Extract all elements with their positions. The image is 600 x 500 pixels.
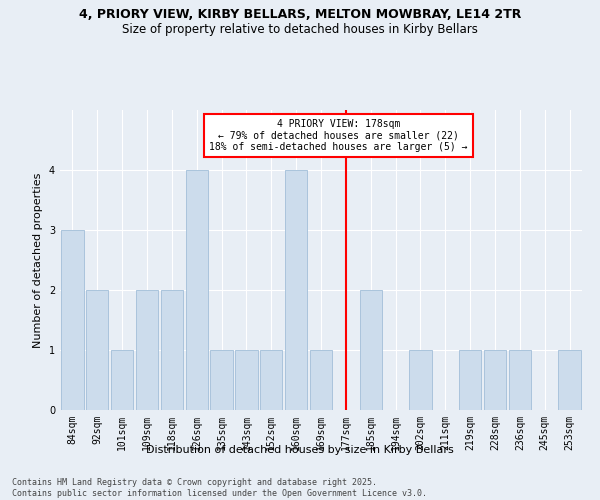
Bar — [409, 350, 431, 410]
Bar — [161, 290, 183, 410]
Text: 4 PRIORY VIEW: 178sqm
← 79% of detached houses are smaller (22)
18% of semi-deta: 4 PRIORY VIEW: 178sqm ← 79% of detached … — [209, 119, 467, 152]
Text: Contains HM Land Registry data © Crown copyright and database right 2025.
Contai: Contains HM Land Registry data © Crown c… — [12, 478, 427, 498]
Bar — [310, 350, 332, 410]
Bar — [260, 350, 283, 410]
Text: Distribution of detached houses by size in Kirby Bellars: Distribution of detached houses by size … — [146, 445, 454, 455]
Text: Size of property relative to detached houses in Kirby Bellars: Size of property relative to detached ho… — [122, 22, 478, 36]
Text: 4, PRIORY VIEW, KIRBY BELLARS, MELTON MOWBRAY, LE14 2TR: 4, PRIORY VIEW, KIRBY BELLARS, MELTON MO… — [79, 8, 521, 20]
Y-axis label: Number of detached properties: Number of detached properties — [34, 172, 43, 348]
Bar — [285, 170, 307, 410]
Bar — [559, 350, 581, 410]
Bar — [359, 290, 382, 410]
Bar — [86, 290, 109, 410]
Bar — [235, 350, 257, 410]
Bar — [484, 350, 506, 410]
Bar — [459, 350, 481, 410]
Bar — [211, 350, 233, 410]
Bar — [509, 350, 531, 410]
Bar — [136, 290, 158, 410]
Bar — [61, 230, 83, 410]
Bar — [185, 170, 208, 410]
Bar — [111, 350, 133, 410]
